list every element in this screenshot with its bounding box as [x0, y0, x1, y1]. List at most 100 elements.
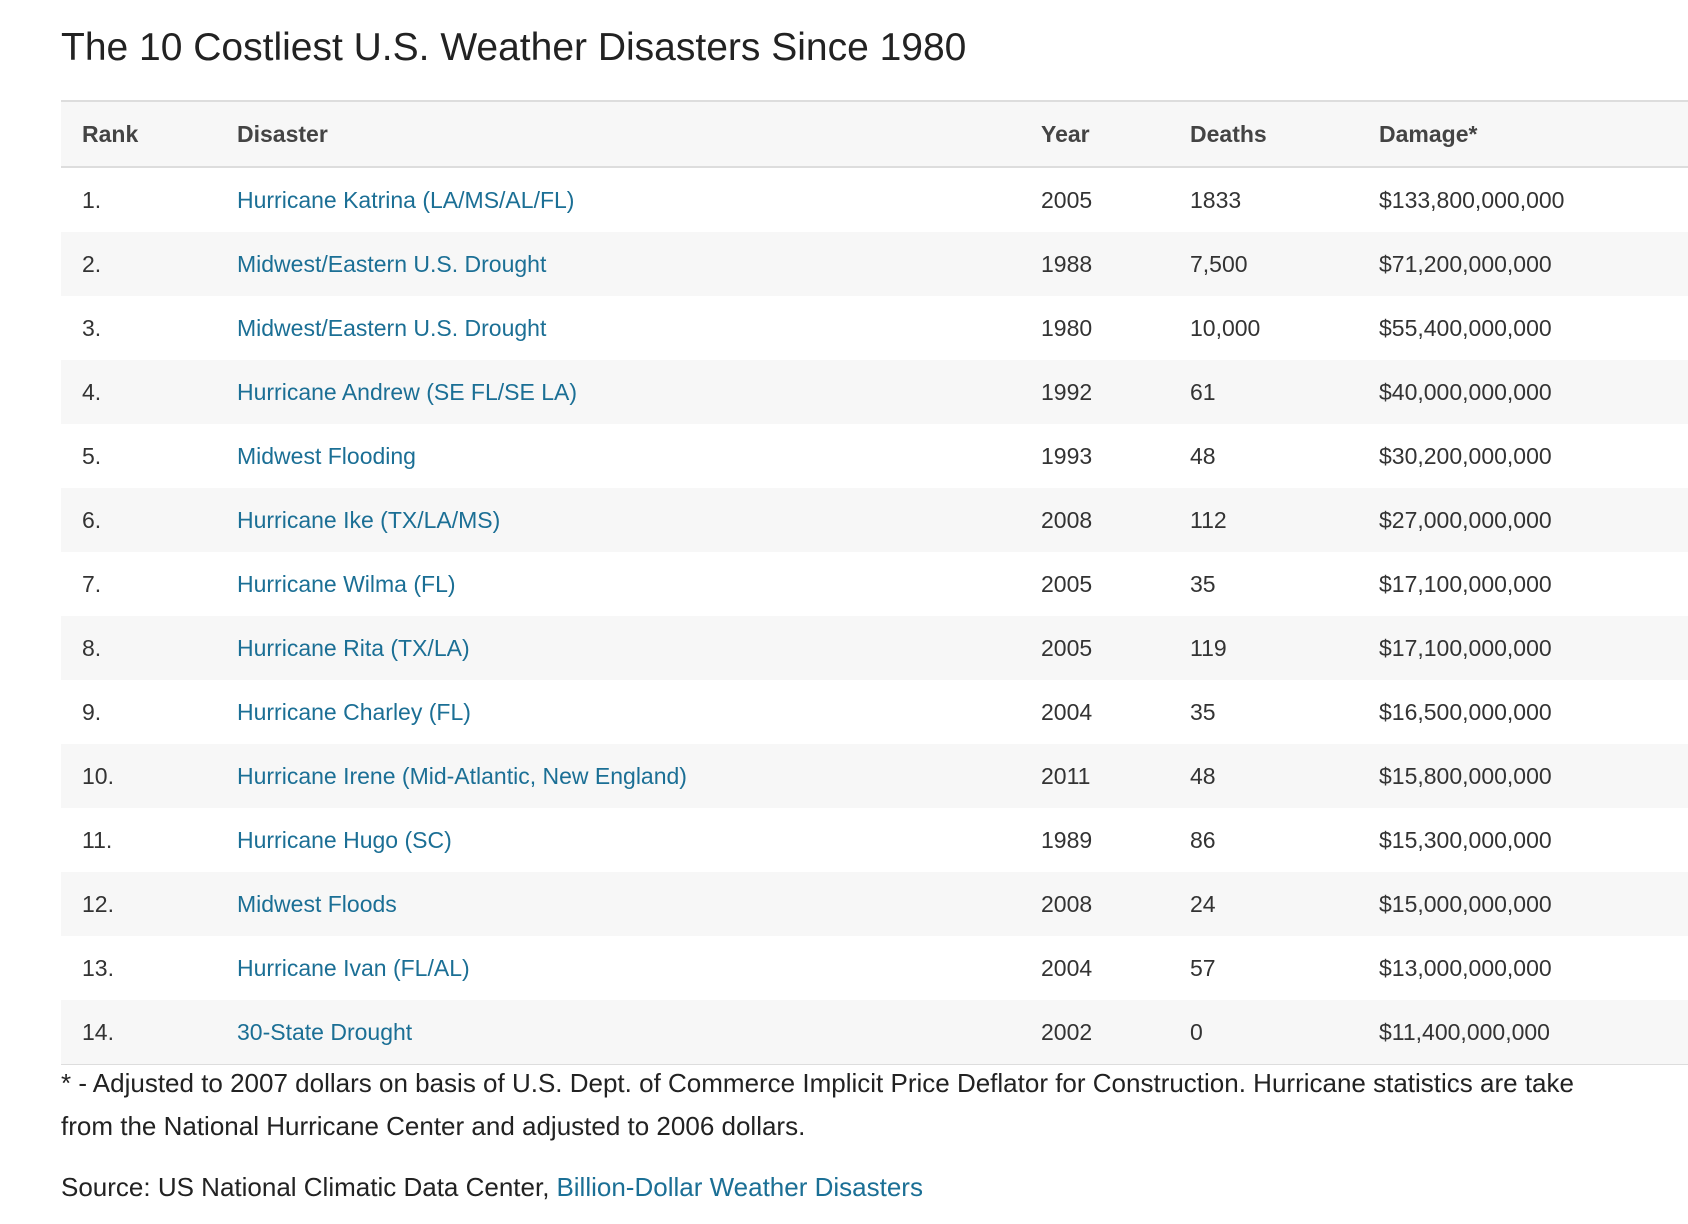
table-row: 9. Hurricane Charley (FL) 2004 35 $16,500,00…: [61, 680, 1688, 744]
cell: 11.: [82, 826, 113, 853]
cell: $30,200,000,000: [1379, 442, 1552, 469]
cell: 57: [1190, 954, 1216, 981]
source: Source: US National Climatic Data Center…: [61, 1167, 923, 1207]
table-row: 11. Hurricane Hugo (SC) 1989 86 $15,300,000,…: [61, 808, 1688, 872]
cell: 30-State Drought: [237, 1000, 1041, 1065]
cell: 48: [1190, 442, 1216, 469]
disaster-link[interactable]: Hurricane Ivan (FL/AL): [237, 954, 470, 981]
disaster-table: Rank Disaster Year Deaths Damage* 1. Hurrican…: [61, 100, 1688, 1065]
disaster-link[interactable]: Hurricane Charley (FL): [237, 698, 471, 725]
table-row: 2. Midwest/Eastern U.S. Drought 1988 7,500 $…: [61, 232, 1688, 296]
cell: 1992: [1041, 360, 1190, 424]
cell: 35: [1190, 570, 1216, 597]
disaster-link[interactable]: Hurricane Hugo (SC): [237, 826, 452, 853]
cell: 2011: [1041, 744, 1190, 808]
cell: 2005: [1041, 570, 1093, 597]
cell: 1833: [1190, 186, 1242, 213]
cell: 61: [1190, 360, 1379, 424]
cell: 1.: [82, 186, 102, 213]
column-header: Year: [1041, 100, 1190, 168]
disaster-link[interactable]: Midwest/Eastern U.S. Drought: [237, 314, 547, 341]
cell: 24: [1190, 872, 1379, 936]
disaster-link[interactable]: Hurricane Katrina (LA/MS/AL/FL): [237, 186, 575, 213]
cell: $17,100,000,000: [1379, 570, 1552, 597]
cell: $71,200,000,000: [1379, 232, 1688, 296]
cell: 10.: [61, 744, 237, 808]
cell: 2005: [1041, 616, 1190, 680]
cell: 7,500: [1190, 232, 1379, 296]
disaster-link[interactable]: Midwest/Eastern U.S. Drought: [237, 250, 547, 277]
disaster-link[interactable]: Hurricane Andrew (SE FL/SE LA): [237, 378, 578, 405]
cell: 7.: [82, 570, 102, 597]
cell: $40,000,000,000: [1379, 360, 1688, 424]
table-row: 8. Hurricane Rita (TX/LA) 2005 119 $17,100,0…: [61, 616, 1688, 680]
disaster-link[interactable]: Hurricane Rita (TX/LA): [237, 634, 470, 661]
disaster-link[interactable]: Hurricane Ike (TX/LA/MS): [237, 506, 501, 533]
table-row: 3. Midwest/Eastern U.S. Drought 1980 10,000…: [61, 296, 1688, 360]
disaster-link[interactable]: Hurricane Irene (Mid-Atlantic, New Engla…: [237, 762, 687, 789]
cell: Hurricane Wilma (FL): [237, 552, 1041, 616]
source-text: Source: US National Climatic Data Center…: [61, 1172, 550, 1202]
column-header: Rank: [61, 100, 237, 168]
table-row: 4. Hurricane Andrew (SE FL/SE LA) 1992 61 $4…: [61, 360, 1688, 424]
cell: 1988: [1041, 232, 1190, 296]
disaster-link[interactable]: Hurricane Wilma (FL): [237, 570, 456, 597]
cell: 2004: [1041, 698, 1093, 725]
cell: Hurricane Rita (TX/LA): [237, 616, 1041, 680]
table-row: 13. Hurricane Ivan (FL/AL) 2004 57 $13,000,0…: [61, 936, 1688, 1000]
cell: Midwest Floods: [237, 872, 1041, 936]
cell: 35: [1190, 698, 1216, 725]
cell: Hurricane Ivan (FL/AL): [237, 936, 1041, 1000]
cell: Hurricane Charley (FL): [237, 680, 1041, 744]
disaster-link[interactable]: Midwest Flooding: [237, 442, 416, 469]
footnote-line: * - Adjusted to 2007 dollars on basis of…: [61, 1068, 1574, 1098]
table-row: 7. Hurricane Wilma (FL) 2005 35 $17,100,000,…: [61, 552, 1688, 616]
cell: $15,800,000,000: [1379, 744, 1688, 808]
cell: 12.: [61, 872, 237, 936]
source-link[interactable]: Billion-Dollar Weather Disasters: [556, 1172, 923, 1202]
table-row: 12. Midwest Floods 2008 24 $15,000,000,000: [61, 872, 1688, 936]
cell: $27,000,000,000: [1379, 488, 1688, 552]
cell: 13.: [82, 954, 114, 981]
cell: 2005: [1041, 186, 1093, 213]
cell: 4.: [61, 360, 237, 424]
cell: $16,500,000,000: [1379, 698, 1552, 725]
cell: Hurricane Ike (TX/LA/MS): [237, 488, 1041, 552]
disaster-link[interactable]: 30-State Drought: [237, 1018, 413, 1045]
cell: 5.: [82, 442, 102, 469]
table-row: 14. 30-State Drought 2002 0 $11,400,000,000: [61, 1000, 1688, 1065]
cell: 1993: [1041, 442, 1093, 469]
column-header: Deaths: [1190, 100, 1379, 168]
cell: $15,300,000,000: [1379, 826, 1552, 853]
table-row: 10. Hurricane Irene (Mid-Atlantic, New En…: [61, 744, 1688, 808]
disaster-link[interactable]: Midwest Floods: [237, 890, 397, 917]
table-body: 1. Hurricane Katrina (LA/MS/AL/FL) 2005 183…: [61, 167, 1688, 1065]
cell: 2008: [1041, 488, 1190, 552]
cell: Hurricane Hugo (SC): [237, 808, 1041, 872]
cell: 112: [1190, 488, 1379, 552]
cell: 48: [1190, 744, 1379, 808]
column-header: Damage*: [1379, 100, 1688, 168]
cell: 10,000: [1190, 314, 1261, 341]
table-row: 1. Hurricane Katrina (LA/MS/AL/FL) 2005 183…: [61, 167, 1688, 232]
cell: $15,000,000,000: [1379, 872, 1688, 936]
cell: Hurricane Katrina (LA/MS/AL/FL): [237, 167, 1041, 232]
cell: 6.: [61, 488, 237, 552]
footnote-line: from the National Hurricane Center and a…: [61, 1111, 806, 1141]
cell: 0: [1190, 1000, 1379, 1065]
table-row: 6. Hurricane Ike (TX/LA/MS) 2008 112 $27,000…: [61, 488, 1688, 552]
cell: 14.: [61, 1000, 237, 1065]
cell: Hurricane Irene (Mid-Atlantic, New Engla…: [237, 744, 1041, 808]
cell: 2002: [1041, 1000, 1190, 1065]
footnote: * - Adjusted to 2007 dollars on basis of…: [61, 1062, 1688, 1148]
cell: 86: [1190, 826, 1216, 853]
cell: 1980: [1041, 314, 1093, 341]
cell: $17,100,000,000: [1379, 616, 1688, 680]
cell: 2004: [1041, 954, 1093, 981]
cell: $13,000,000,000: [1379, 954, 1552, 981]
cell: 1989: [1041, 826, 1093, 853]
cell: 119: [1190, 616, 1379, 680]
table-row: 5. Midwest Flooding 1993 48 $30,200,000,000: [61, 424, 1688, 488]
cell: $133,800,000,000: [1379, 186, 1565, 213]
